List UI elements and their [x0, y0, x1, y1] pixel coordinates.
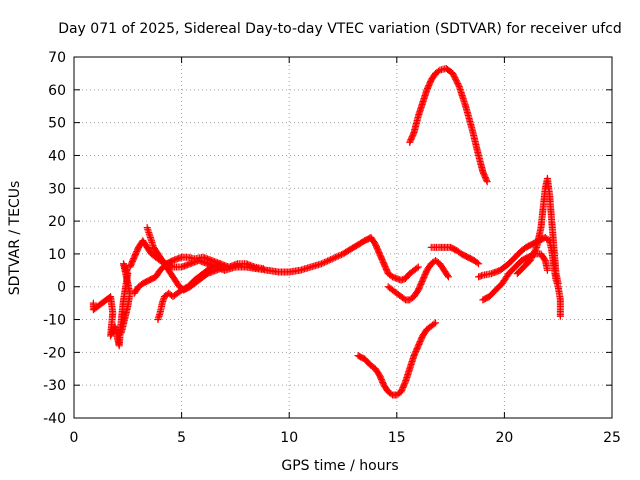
- x-tick-labels: 0 5 10 15 20 25: [70, 430, 621, 446]
- x-tick-label: 10: [280, 430, 298, 446]
- data-point: [333, 253, 341, 261]
- data-point: [473, 259, 481, 267]
- data-point: [554, 279, 562, 287]
- data-point: [444, 272, 452, 280]
- x-tick-label: 20: [495, 430, 513, 446]
- data-point: [327, 256, 335, 264]
- y-tick-label: -20: [43, 345, 66, 361]
- series-arc-H: [406, 64, 491, 186]
- y-tick-label: 30: [48, 181, 66, 197]
- data-point: [319, 259, 327, 267]
- x-tick-label: 5: [177, 430, 186, 446]
- data-point: [321, 258, 329, 266]
- x-tick-label: 15: [388, 430, 406, 446]
- y-tick-label: 40: [48, 148, 66, 164]
- data-points: [89, 64, 564, 399]
- data-point: [532, 245, 540, 253]
- data-point: [475, 260, 483, 268]
- data-point: [432, 319, 440, 327]
- data-point: [117, 329, 125, 337]
- plot-frame: [73, 56, 613, 419]
- data-point: [317, 260, 325, 268]
- series-arc-I: [427, 243, 483, 268]
- data-point: [336, 251, 344, 259]
- y-tick-label: 60: [48, 83, 66, 99]
- chart-title: Day 071 of 2025, Sidereal Day-to-day VTE…: [58, 21, 622, 37]
- series-arc-L: [513, 174, 562, 287]
- y-tick-label: -30: [43, 378, 66, 394]
- y-tick-label: 50: [48, 116, 66, 132]
- data-point: [328, 255, 336, 263]
- axis-ticks: [73, 56, 613, 419]
- data-point: [483, 178, 491, 186]
- data-point: [540, 255, 548, 263]
- series-arc-E: [154, 260, 224, 324]
- y-axis-label: SDTVAR / TECUs: [7, 181, 23, 296]
- y-tick-label: 10: [48, 247, 66, 263]
- y-tick-labels: -40 -30 -20 -10 0 10 20 30 40 50 60 70: [43, 50, 66, 427]
- data-point: [556, 312, 564, 320]
- x-axis-label: GPS time / hours: [281, 458, 398, 474]
- data-point: [330, 254, 338, 262]
- data-point: [483, 176, 491, 184]
- y-tick-label: 0: [57, 280, 66, 296]
- series-arc-F: [354, 319, 440, 399]
- grid: [74, 57, 612, 418]
- data-point: [334, 252, 342, 260]
- data-point: [325, 256, 333, 264]
- data-point: [216, 260, 224, 268]
- y-tick-label: 20: [48, 214, 66, 230]
- y-tick-label: -40: [43, 411, 66, 427]
- data-point: [434, 67, 442, 75]
- data-point: [543, 266, 551, 274]
- data-point: [259, 265, 267, 273]
- data-point: [413, 264, 421, 272]
- series-arc-G: [384, 256, 452, 304]
- data-point: [430, 320, 438, 328]
- data-point: [221, 263, 229, 271]
- data-point: [324, 257, 332, 265]
- data-point: [322, 258, 330, 266]
- data-point: [444, 273, 452, 281]
- data-point: [454, 81, 462, 89]
- y-tick-label: -10: [43, 313, 66, 329]
- x-tick-label: 25: [603, 430, 621, 446]
- y-tick-label: 70: [48, 50, 66, 66]
- x-tick-label: 0: [70, 430, 79, 446]
- data-point: [414, 263, 422, 271]
- data-point: [331, 253, 339, 261]
- series-arc-A: [89, 260, 134, 350]
